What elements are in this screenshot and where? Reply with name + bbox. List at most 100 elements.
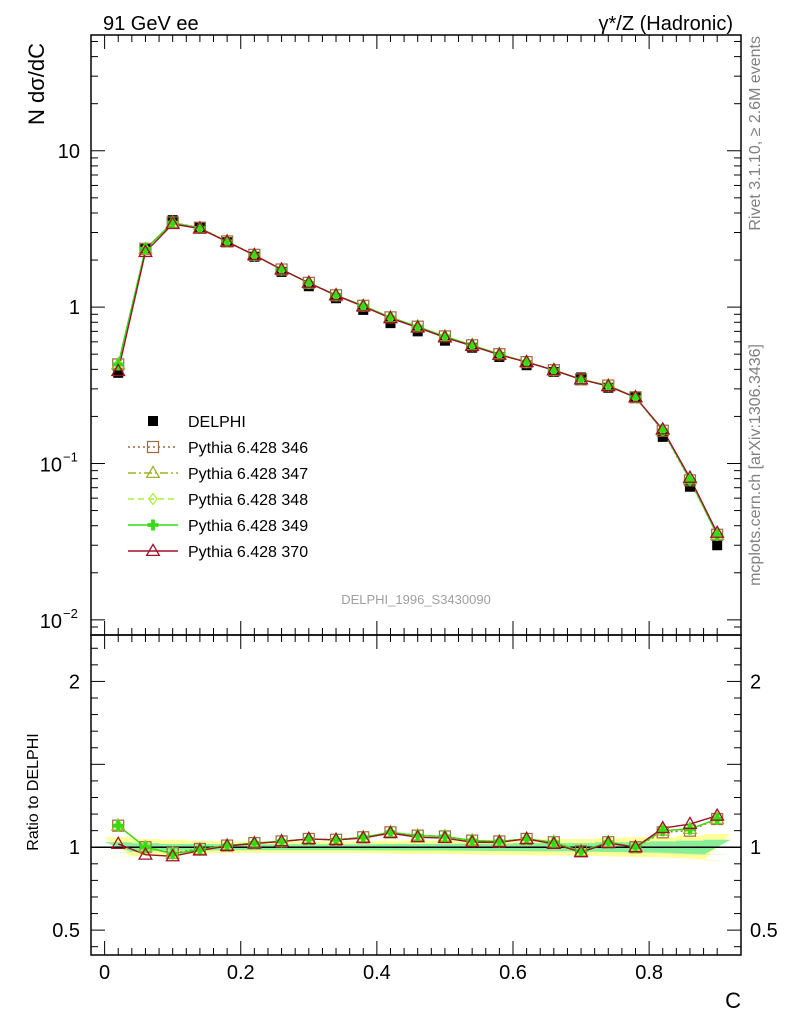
data-point-p370 <box>464 337 480 351</box>
series-line-p347 <box>117 222 718 536</box>
y-tick-label: 2 <box>69 671 80 693</box>
legend-marker <box>148 492 158 506</box>
data-point-p349 <box>357 300 369 312</box>
ratio-point-p370 <box>628 839 643 853</box>
ratio-point-p370 <box>437 830 453 844</box>
analysis-id-label: DELPHI_1996_S3430090 <box>341 592 491 607</box>
ratio-point-p370 <box>219 837 235 851</box>
legend-marker <box>147 519 159 531</box>
x-tick-label: 0 <box>99 962 110 984</box>
ratio-point-p370 <box>682 816 698 830</box>
data-point-p370 <box>546 362 562 376</box>
y-tick-label: 1 <box>69 837 80 859</box>
ratio-y-axis-label: Ratio to DELPHI <box>25 733 42 850</box>
data-point-p370 <box>655 421 671 435</box>
y-tick-label: 1 <box>69 297 80 319</box>
ratio-point-p349 <box>357 831 369 843</box>
ratio-point-p349 <box>493 835 505 847</box>
data-point-p370 <box>110 363 126 377</box>
ratio-point-p349 <box>548 836 560 848</box>
ratio-point-p349 <box>630 841 642 853</box>
data-point-p370 <box>192 220 208 234</box>
ratio-point-p370 <box>410 829 426 843</box>
ratio-point-p370 <box>383 825 398 839</box>
ratio-point-p349 <box>602 836 614 848</box>
series-line-p346 <box>117 221 718 536</box>
y-tick-label: 10 <box>40 454 62 476</box>
data-point-p370 <box>274 261 290 275</box>
series-line-p348 <box>117 222 718 536</box>
data-point-p370 <box>600 378 616 392</box>
ratio-point-p349 <box>194 844 206 856</box>
legend-marker <box>146 440 160 454</box>
data-point-p370 <box>437 329 453 343</box>
ratio-point-p370 <box>110 836 126 849</box>
data-point-p370 <box>165 216 181 230</box>
x-tick-label: 0.4 <box>363 962 391 984</box>
data-point-p349 <box>521 356 533 368</box>
ratio-point-p349 <box>412 830 424 842</box>
data-point-p349 <box>139 243 151 255</box>
legend: DELPHI Pythia 6.428 346 Pythia 6.428 347 Py… <box>128 414 308 561</box>
legend-marker <box>148 416 158 426</box>
ratio-point-p349 <box>521 833 533 845</box>
header-left-label: 91 GeV ee <box>103 13 199 35</box>
data-point-p349 <box>412 321 424 333</box>
x-axis-label: C <box>725 988 741 1013</box>
ratio-point-p349 <box>439 830 451 842</box>
y-tick-label-right: 1 <box>750 837 761 859</box>
y-tick-label-right: 2 <box>750 671 761 693</box>
data-point-delphi <box>712 540 723 551</box>
ratio-point-p370 <box>355 830 371 844</box>
ratio-point-p349 <box>167 848 179 860</box>
ratio-plot-frame <box>90 634 742 956</box>
x-tick-label: 0.2 <box>227 962 255 984</box>
y-tick-label: 10 <box>40 611 62 633</box>
data-point-p370 <box>219 233 235 247</box>
ratio-point-p370 <box>709 807 725 821</box>
data-point-p370 <box>519 354 535 368</box>
data-point-p349 <box>384 311 396 323</box>
legend-marker <box>145 465 161 479</box>
legend-label: DELPHI <box>188 414 246 431</box>
data-point-p349 <box>248 249 260 261</box>
x-tick-label: 0.6 <box>499 962 527 984</box>
ratio-point-p370 <box>328 832 344 845</box>
ratio-point-p349 <box>330 834 342 846</box>
ratio-point-p349 <box>711 813 723 825</box>
ratio-point-p349 <box>384 826 396 838</box>
data-point-delphi <box>684 481 695 492</box>
ratio-point-p370 <box>301 831 317 844</box>
data-point-p349 <box>439 330 451 342</box>
y-tick-label: 10 <box>58 141 80 163</box>
legend-marker <box>145 543 161 557</box>
data-point-p370 <box>246 247 262 261</box>
ratio-point-p349 <box>248 837 260 849</box>
data-point-p349 <box>167 217 179 229</box>
ratio-point-p370 <box>519 831 535 844</box>
ratio-point-p370 <box>655 820 671 834</box>
data-point-p349 <box>630 391 642 403</box>
ratio-point-p370 <box>274 833 290 847</box>
data-point-delphi <box>113 367 124 378</box>
legend-label: Pythia 6.428 348 <box>188 492 308 509</box>
ratio-point-p370 <box>573 844 589 858</box>
series-line-p370 <box>117 223 718 534</box>
legend-label: Pythia 6.428 370 <box>188 544 308 561</box>
header-right-label: γ*/Z (Hadronic) <box>599 13 733 35</box>
ratio-point-p370 <box>546 836 562 849</box>
ratio-point-p349 <box>657 825 669 837</box>
data-point-p349 <box>548 364 560 376</box>
ratio-point-p370 <box>600 835 616 849</box>
data-point-p349 <box>466 339 478 351</box>
data-point-p349 <box>221 235 233 247</box>
rivet-version-label: Rivet 3.1.10, ≥ 2.6M events <box>747 36 764 231</box>
data-point-p370 <box>573 371 589 385</box>
main-y-axis-label: N dσ/dC <box>24 43 49 125</box>
data-point-p370 <box>301 274 317 288</box>
data-point-p370 <box>709 524 725 538</box>
ratio-plot-panel: 0 0.2 0.4 0.6 0.8 0.5 0.5 1 1 2 2 <box>52 634 778 984</box>
data-point-p370 <box>328 287 344 301</box>
